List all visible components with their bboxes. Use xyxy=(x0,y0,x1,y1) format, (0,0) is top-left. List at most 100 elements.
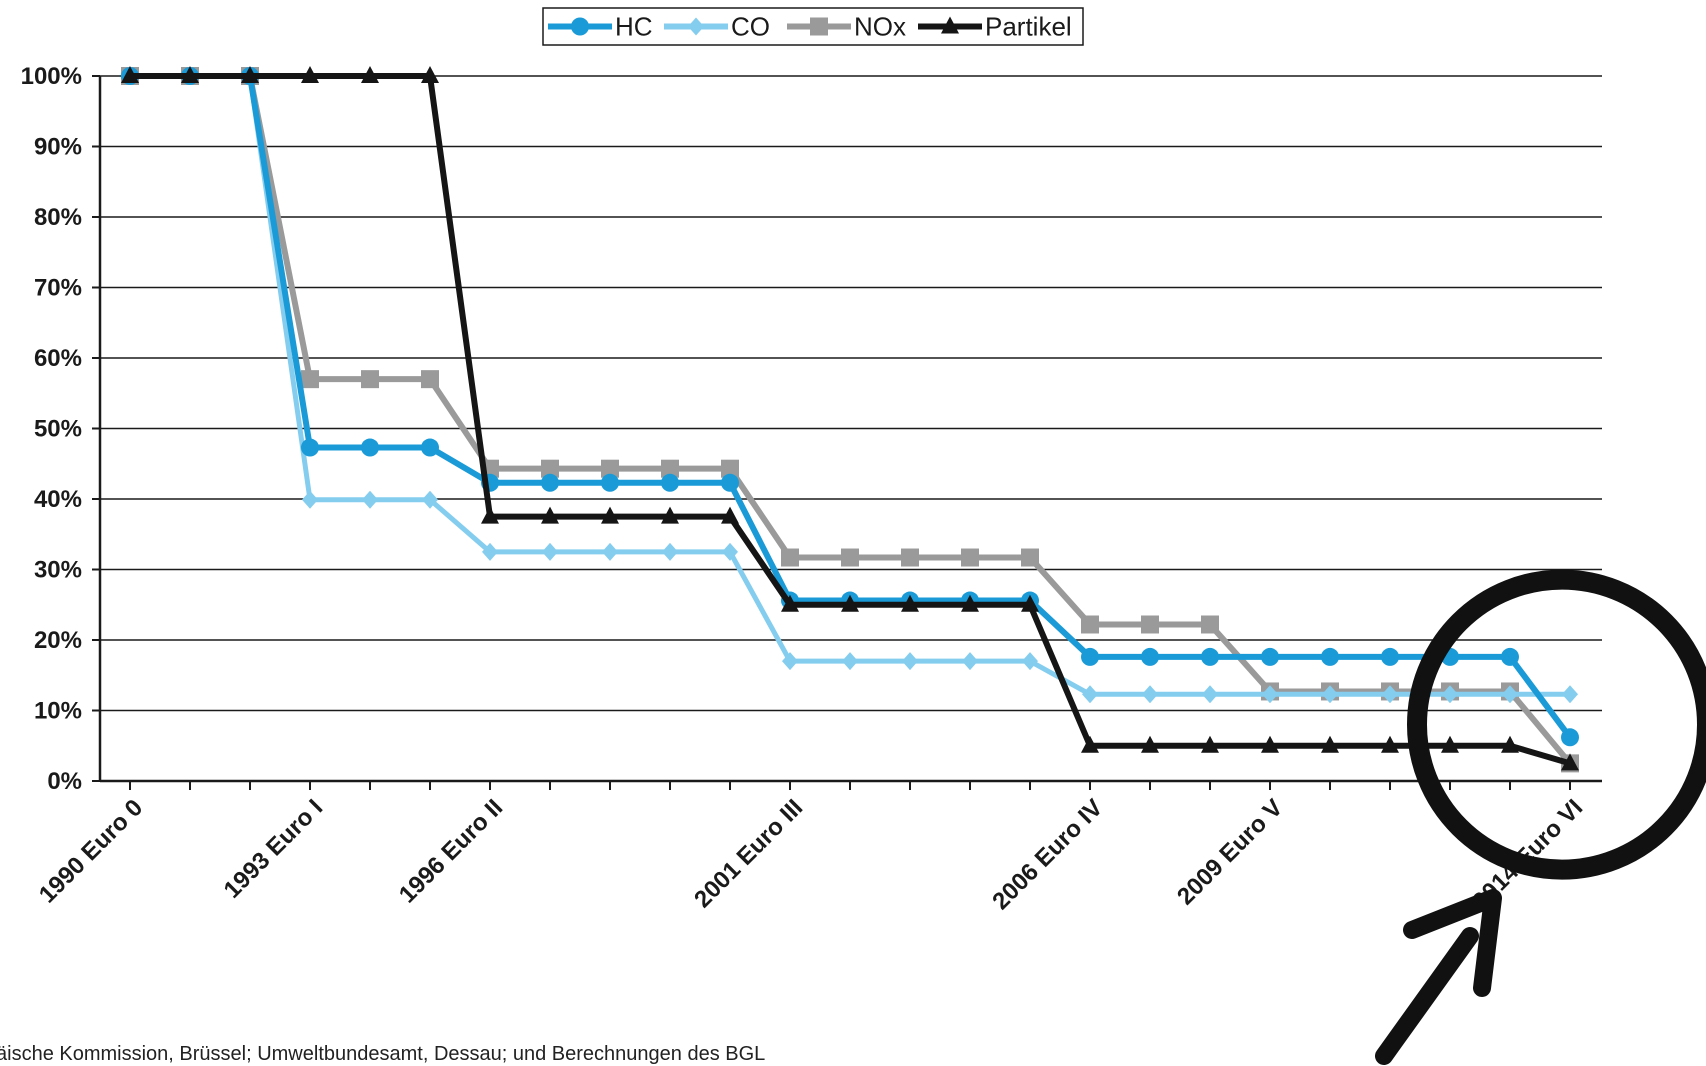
point-co xyxy=(1262,685,1278,704)
point-partikel xyxy=(421,66,439,83)
point-co xyxy=(602,542,618,561)
point-nox xyxy=(601,459,619,478)
point-co xyxy=(1322,685,1338,704)
point-partikel xyxy=(841,594,859,612)
y-tick-label: 50% xyxy=(34,416,82,443)
legend-marker-co xyxy=(688,17,704,36)
point-co xyxy=(662,542,678,561)
point-hc xyxy=(1381,647,1399,666)
x-tick-label: 2006 Euro IV xyxy=(987,794,1108,915)
legend-marker-partikel xyxy=(941,16,959,34)
annotation-arrow-shaft xyxy=(1375,927,1479,1065)
point-co xyxy=(1442,685,1458,704)
point-nox xyxy=(661,459,679,478)
legend-label-hc: HC xyxy=(615,12,653,42)
annotation-circle-arrow xyxy=(1375,569,1706,1065)
y-tick-label: 40% xyxy=(34,486,82,513)
point-co xyxy=(1502,685,1518,704)
point-partikel xyxy=(301,66,319,83)
point-nox xyxy=(1081,615,1099,634)
point-co xyxy=(542,542,558,561)
point-partikel xyxy=(1381,735,1399,753)
point-co xyxy=(1022,652,1038,671)
legend-marker-hc xyxy=(571,17,589,36)
x-tick-label: 1990 Euro 0 xyxy=(34,794,148,908)
point-nox xyxy=(301,370,319,389)
x-tick-label: 1993 Euro I xyxy=(219,794,329,904)
point-co xyxy=(362,490,378,509)
point-hc xyxy=(1201,647,1219,666)
y-tick-label: 60% xyxy=(34,345,82,372)
point-partikel xyxy=(961,594,979,612)
legend-label-co: CO xyxy=(731,12,770,42)
point-hc xyxy=(421,438,439,457)
point-nox xyxy=(781,548,799,567)
point-hc xyxy=(541,473,559,492)
point-hc xyxy=(361,438,379,457)
y-axis: 0% 10% 20% 30% 40% 50% 60% 70% 80% 90% 100% xyxy=(21,63,102,795)
x-tick-label: 1996 Euro II xyxy=(394,794,508,908)
x-tick-label: 2001 Euro III xyxy=(689,794,808,913)
point-nox xyxy=(841,548,859,567)
point-co xyxy=(1142,685,1158,704)
series-layer xyxy=(121,66,1579,773)
point-nox xyxy=(721,459,739,478)
point-partikel xyxy=(1561,753,1579,771)
y-tick-label: 80% xyxy=(34,204,82,231)
point-partikel xyxy=(781,594,799,612)
point-partikel xyxy=(1141,735,1159,753)
x-tick-label: 2009 Euro V xyxy=(1172,794,1288,910)
point-co xyxy=(902,652,918,671)
point-partikel xyxy=(721,506,739,524)
grid-lines xyxy=(100,75,1602,712)
point-co xyxy=(482,542,498,561)
point-nox xyxy=(541,459,559,478)
point-nox xyxy=(1201,615,1219,634)
point-partikel xyxy=(1201,735,1219,753)
point-partikel xyxy=(181,66,199,83)
point-co xyxy=(842,652,858,671)
point-partikel xyxy=(1021,594,1039,612)
point-partikel xyxy=(241,66,259,83)
point-nox xyxy=(1141,615,1159,634)
point-partikel xyxy=(541,506,559,524)
point-co xyxy=(962,652,978,671)
point-partikel xyxy=(601,506,619,524)
point-partikel xyxy=(1321,735,1339,753)
point-co xyxy=(1202,685,1218,704)
point-nox xyxy=(901,548,919,567)
annotation-circle xyxy=(1407,569,1706,880)
y-tick-label: 0% xyxy=(47,768,82,795)
point-partikel xyxy=(901,594,919,612)
series-line-hc xyxy=(130,73,1573,740)
point-partikel xyxy=(121,66,139,83)
point-hc xyxy=(1081,647,1099,666)
y-tick-label: 90% xyxy=(34,134,82,161)
point-partikel xyxy=(1261,735,1279,753)
x-axis: 1990 Euro 0 1993 Euro I 1996 Euro II 2001 E… xyxy=(34,779,1602,915)
point-nox xyxy=(961,548,979,567)
y-tick-label: 70% xyxy=(34,275,82,302)
y-tick-label: 10% xyxy=(34,698,82,725)
point-co xyxy=(1562,685,1578,704)
annotation-arrow-head xyxy=(1403,889,1502,997)
point-nox xyxy=(1021,548,1039,567)
point-hc xyxy=(661,473,679,492)
legend-marker-nox xyxy=(810,17,828,36)
source-note: äische Kommission, Brüssel; Umweltbundes… xyxy=(0,1043,766,1065)
point-partikel xyxy=(661,506,679,524)
point-co xyxy=(1382,685,1398,704)
point-partikel xyxy=(1081,735,1099,753)
y-tick-label: 100% xyxy=(21,63,82,90)
point-hc xyxy=(721,473,739,492)
point-hc xyxy=(1321,647,1339,666)
point-hc xyxy=(1141,647,1159,666)
point-partikel xyxy=(481,506,499,524)
legend-label-partikel: Partikel xyxy=(985,12,1072,42)
point-co xyxy=(302,490,318,509)
point-hc xyxy=(1261,647,1279,666)
point-partikel xyxy=(1501,735,1519,753)
y-tick-label: 30% xyxy=(34,557,82,584)
point-co xyxy=(1082,685,1098,704)
